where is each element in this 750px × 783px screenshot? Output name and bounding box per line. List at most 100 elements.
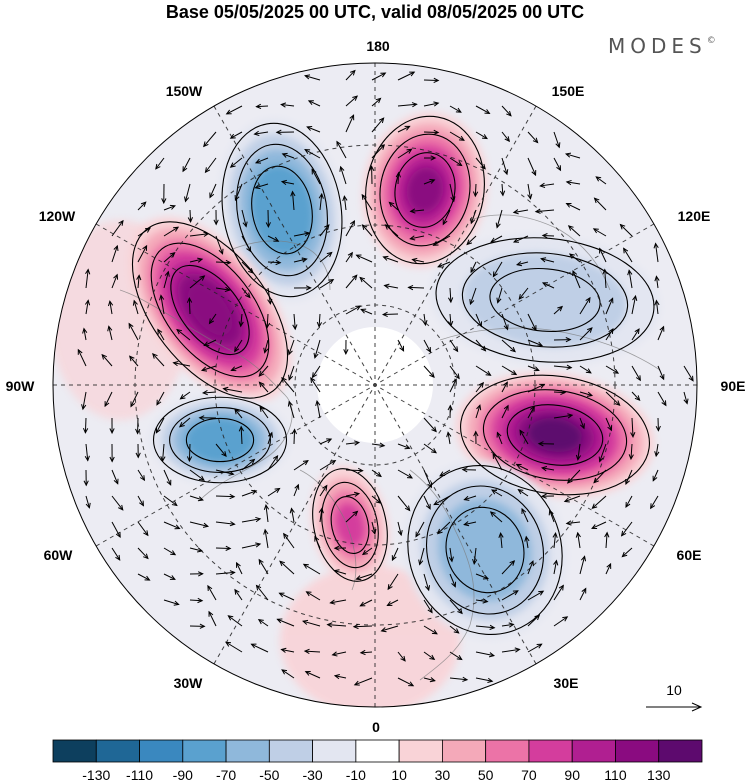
wind-arrow (442, 209, 451, 226)
wind-arrow (475, 313, 483, 328)
wind-arrow (631, 328, 640, 341)
wind-arrow (288, 365, 295, 381)
wind-arrow (281, 376, 295, 393)
wind-arrow (653, 242, 659, 263)
wind-arrow (345, 69, 356, 81)
meridian-line (95, 223, 655, 547)
wind-arrow (311, 168, 321, 185)
wind-arrow (84, 299, 91, 315)
wind-arrow (213, 209, 219, 226)
wind-arrow (137, 521, 149, 537)
colorbar-tick-label: 50 (478, 767, 494, 783)
wind-arrow (258, 558, 269, 575)
wind-arrow (553, 616, 569, 627)
wind-arrow (654, 443, 660, 458)
wind-arrow (501, 365, 518, 376)
wind-arrow (409, 208, 425, 214)
wind-arrow (553, 389, 567, 395)
anomaly-contour-fill (406, 167, 444, 213)
wind-arrow (579, 555, 587, 575)
wind-arrow (83, 469, 89, 487)
wind-arrow (289, 507, 295, 523)
wind-arrow (345, 95, 359, 107)
wind-arrow (475, 339, 487, 352)
wind-arrow (292, 313, 298, 331)
wind-arrow (258, 365, 269, 377)
wind-arrow (518, 287, 529, 300)
wind-arrow (109, 443, 115, 463)
wind-arrow (654, 275, 660, 289)
wind-arrow (512, 209, 529, 215)
wind-arrow (157, 328, 165, 341)
wind-arrow (176, 328, 191, 341)
wind-arrow (276, 618, 295, 627)
anomaly-contour-fill (261, 180, 303, 240)
wind-arrow (492, 261, 503, 278)
lon-label-150e: 150E (552, 83, 585, 99)
wind-arrow (128, 322, 139, 341)
wind-arrow (129, 355, 139, 367)
wind-arrow (411, 257, 425, 263)
wind-arrow (313, 339, 321, 359)
wind-arrow (423, 77, 440, 83)
wind-arrow (515, 463, 529, 471)
wind-arrow (527, 643, 543, 653)
wind-arrow (527, 339, 544, 347)
wind-arrow (267, 487, 281, 497)
streamline-ring (506, 404, 604, 466)
streamline-ring (394, 152, 456, 228)
wind-arrow (345, 467, 364, 474)
wind-arrow (371, 72, 387, 81)
colorbar-tick-label: 110 (604, 767, 627, 783)
wind-arrow (156, 391, 165, 406)
wind-arrow (163, 270, 170, 289)
anomaly-contour-fill (495, 271, 595, 329)
wind-arrow (472, 547, 478, 565)
wind-arrow (517, 489, 529, 497)
wind-arrow (189, 275, 206, 289)
wind-arrow (491, 489, 503, 497)
wind-arrow (319, 484, 328, 497)
wind-arrow (540, 493, 555, 499)
wind-arrow (371, 495, 382, 504)
wind-arrow (501, 105, 512, 117)
wind-arrow (567, 225, 581, 237)
colorbar-swatch (95, 739, 140, 763)
wind-arrow (422, 313, 428, 327)
coastline-north-america (119, 289, 293, 501)
colorbar-tick-label: 130 (647, 767, 671, 783)
wind-arrow (85, 268, 91, 289)
wind-arrow (553, 559, 559, 575)
wind-arrow (553, 337, 572, 343)
lon-label-120e: 120E (678, 208, 711, 224)
lon-label-180: 180 (366, 38, 390, 54)
wind-arrow (449, 676, 469, 682)
wind-arrow (263, 339, 269, 354)
reference-vector-label: 10 (666, 682, 682, 698)
wind-arrow (310, 376, 321, 393)
wind-arrow (423, 677, 436, 683)
wind-arrow (163, 573, 176, 580)
wind-arrow (234, 183, 243, 202)
wind-arrow (527, 590, 545, 601)
wind-arrow (234, 408, 243, 419)
wind-arrow (650, 495, 659, 510)
streamline-ring (445, 506, 525, 594)
wind-arrow (319, 251, 333, 263)
wind-arrow (501, 590, 519, 601)
wind-arrow (241, 489, 258, 497)
wind-arrow (449, 339, 459, 353)
wind-arrow (136, 274, 142, 289)
wind-arrow (490, 235, 503, 243)
wind-arrow (130, 391, 139, 408)
streamline-ring (435, 237, 655, 363)
wind-arrow (353, 677, 373, 686)
wind-arrow (189, 547, 204, 553)
wind-arrow (380, 625, 399, 633)
streamline-ring (236, 143, 328, 277)
wind-arrow (527, 313, 537, 332)
wind-arrow (568, 253, 581, 263)
wind-arrow (152, 352, 165, 367)
wind-arrow (107, 325, 113, 341)
